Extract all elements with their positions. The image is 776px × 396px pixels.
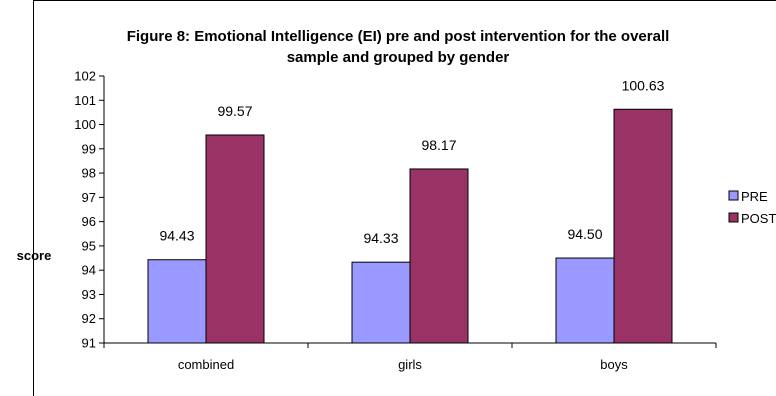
y-tick-label: 95: [82, 238, 96, 253]
x-tick-label: boys: [600, 357, 628, 372]
y-tick-label: 102: [74, 69, 96, 84]
y-tick-label: 92: [82, 311, 96, 326]
legend: PRE POST: [728, 189, 776, 226]
data-label: 94.33: [363, 230, 398, 246]
y-tick-label: 91: [82, 336, 96, 351]
y-tick-label: 100: [74, 117, 96, 132]
data-label: 94.50: [567, 226, 602, 242]
y-tick-label: 96: [82, 214, 96, 229]
bar-pre: [351, 261, 411, 344]
bar-post: [409, 168, 469, 344]
bars: 94.43 99.57 94.33 98.17 94.50 100.63: [147, 77, 673, 344]
y-tick-label: 98: [82, 166, 96, 181]
y-tick-label: 97: [82, 190, 96, 205]
y-tick-label: 94: [82, 263, 96, 278]
y-tick-label: 93: [82, 287, 96, 302]
data-label: 100.63: [622, 77, 665, 93]
x-tick-label: combined: [178, 357, 234, 372]
chart-title-line-1: Figure 8: Emotional Intelligence (EI) pr…: [127, 28, 670, 45]
legend-label-post: POST: [741, 211, 776, 226]
y-tick-label: 99: [82, 141, 96, 156]
legend-label-pre: PRE: [741, 189, 768, 204]
x-tick-label: girls: [398, 357, 422, 372]
data-label: 94.43: [159, 228, 194, 244]
y-axis-label: score: [17, 248, 52, 263]
legend-swatch-pre: [728, 190, 739, 201]
chart-title-line-2: sample and grouped by gender: [287, 49, 510, 66]
legend-swatch-post: [728, 212, 739, 223]
bar-pre: [555, 257, 615, 344]
bar-post: [613, 108, 673, 344]
y-tick-label: 101: [74, 93, 96, 108]
data-label: 99.57: [217, 103, 252, 119]
bar-pre: [147, 259, 207, 344]
bar-post: [205, 134, 265, 344]
chart-frame: [33, 0, 776, 396]
data-label: 98.17: [421, 137, 456, 153]
